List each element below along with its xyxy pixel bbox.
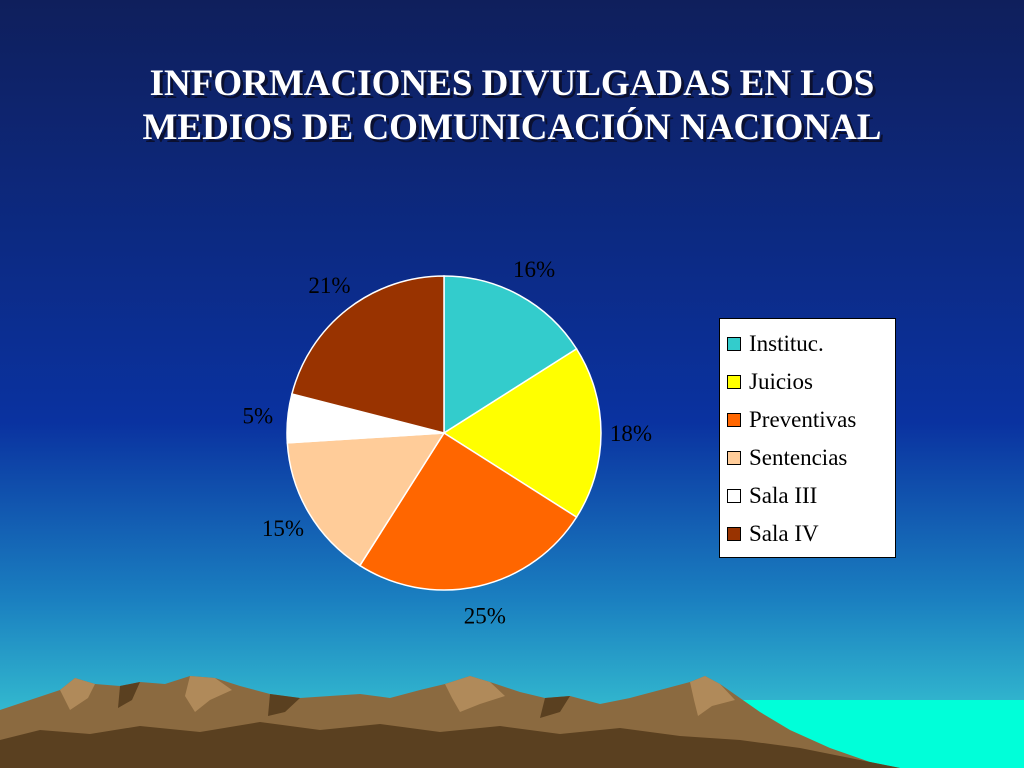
legend-swatch [727, 451, 741, 465]
pie-slice-juicios [442, 347, 602, 519]
pie-slice-sentencias [286, 432, 446, 567]
legend-item-juicios: Juicios [720, 363, 895, 401]
pie-slice-preventivas [358, 431, 578, 591]
legend-item-sala-iii: Sala III [720, 477, 895, 515]
pie-label-instituc: 16% [513, 257, 555, 282]
legend-swatch [727, 489, 741, 503]
legend-item-preventivas: Preventivas [720, 401, 895, 439]
pie-slice-instituc [443, 275, 578, 435]
legend-swatch [727, 413, 741, 427]
legend-label: Sentencias [749, 445, 848, 470]
legend-swatch [727, 375, 741, 389]
legend-swatch [727, 527, 741, 541]
mountain-shadows [0, 682, 900, 768]
slide-title-line-2: MEDIOS DE COMUNICACIÓN NACIONAL [142, 107, 882, 148]
legend-label: Sala IV [749, 521, 819, 546]
pie-percentage-labels: 16% 18% 25% 15% 5% 21% [242, 257, 652, 628]
pie-label-juicios: 18% [610, 421, 652, 446]
pie-label-sala-iii: 5% [242, 403, 273, 428]
chart-legend: Instituc. Juicios Preventivas Sentencias Sal… [719, 318, 896, 558]
mountain-highlights [60, 676, 735, 716]
legend-label: Preventivas [749, 407, 857, 432]
slide-title-line-1: INFORMACIONES DIVULGADAS EN LOS [149, 63, 875, 104]
legend-label: Juicios [749, 369, 813, 394]
legend-swatch [727, 337, 741, 351]
slide-title: INFORMACIONES DIVULGADAS EN LOS MEDIOS D… [0, 62, 1024, 150]
pie-label-sentencias: 15% [262, 516, 304, 541]
legend-item-instituc: Instituc. [720, 325, 895, 363]
legend-label: Instituc. [749, 331, 824, 356]
legend-label: Sala III [749, 483, 818, 508]
legend-item-sala-iv: Sala IV [720, 515, 895, 553]
pie-label-preventivas: 25% [464, 604, 506, 629]
pie-slices [286, 275, 602, 591]
pie-slice-sala-iv [291, 275, 445, 434]
legend-item-sentencias: Sentencias [720, 439, 895, 477]
pie-label-sala-iv: 21% [308, 273, 350, 298]
